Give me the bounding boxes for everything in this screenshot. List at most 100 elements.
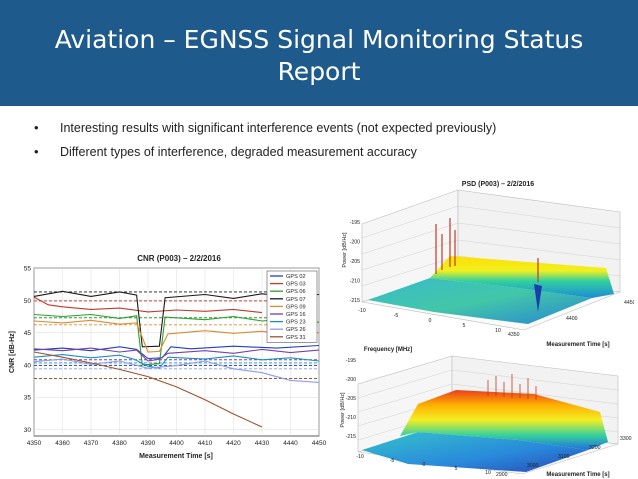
psd-z-tick-label: -210 [350,279,360,285]
psd-bottom-y-axis-label: Measurement Time [s] [546,472,609,478]
cnr-x-tick-label: 4450 [312,440,327,447]
slide-header [0,0,638,106]
psd-x-tick-label: 5 [455,466,458,472]
psd-top-grid-line [457,239,621,261]
psd-z-tick-label: -210 [346,415,356,421]
cnr-series-line [33,344,320,360]
psd-z-tick-label: -195 [350,220,360,226]
cnr-y-tick-label: 35 [24,395,32,402]
psd-y-tick-label: 2900 [496,472,508,478]
psd-x-tick-label: -10 [358,308,366,314]
psd-surface-chart-bottom: Frequency [MHz] -195 -200 -205 -210 -215 -10… [340,347,632,478]
psd-y-tick-label: 3000 [527,463,539,469]
cnr-x-tick-labels: 4350 4360 4370 4380 4390 4400 4410 4420 4430 4440… [27,440,327,447]
psd-bottom-noise-spikes [487,374,537,400]
bullet-item-2: • Different types of interference, degrad… [34,140,496,164]
cnr-series-line [33,354,320,369]
bullet-list: • Interesting results with significant in… [34,116,496,164]
psd-bottom-grid-line [357,369,453,399]
cnr-x-tick-label: 4430 [255,440,270,447]
cnr-x-tick-label: 4400 [169,440,184,447]
psd-top-grid-line [361,222,459,255]
cnr-series-line [33,296,263,314]
cnr-x-tick-label: 4350 [27,440,42,447]
psd-top-z-tick-labels: -195 -200 -205 -210 -215 [350,220,360,304]
cnr-y-axis-label: CNR [dB-Hz] [9,331,16,373]
psd-x-tick-label: 10 [495,328,501,334]
bullet-item-1: • Interesting results with significant in… [34,116,496,140]
cnr-series-line [33,313,320,366]
psd-x-tick-label: 10 [485,470,491,476]
cnr-y-tick-label: 40 [24,362,32,369]
psd-top-grid-line [457,205,621,229]
cnr-legend-label: GPS 06 [286,289,306,295]
psd-y-tick-label: 3300 [620,436,632,442]
psd-x-tick-label: 0 [423,462,426,468]
bullet-text-2: Different types of interference, degrade… [60,145,417,159]
psd-bottom-z-axis-label: Power [dB/Hz] [340,392,346,428]
slide-title-line-1: Aviation – EGNSS Signal Monitoring Statu… [54,25,584,54]
cnr-x-tick-label: 4420 [226,440,241,447]
psd-bottom-y-tick-labels: 2900 3000 3100 3200 3300 [496,436,632,478]
psd-top-interference-spikes [435,218,539,282]
cnr-x-axis-label: Measurement Time [s] [139,453,213,460]
psd-top-y-tick-labels: 4350 4400 4450 [508,300,634,338]
bullet-marker: • [34,144,39,159]
psd-x-tick-label: -10 [356,454,364,460]
psd-bottom-z-tick-labels: -195 -200 -205 -210 -215 [346,358,356,440]
psd-y-tick-label: 4400 [566,316,578,322]
cnr-legend-label: GPS 07 [286,297,306,303]
psd-x-tick-label: 5 [463,323,466,329]
cnr-line-chart: CNR (P003) – 2/2/2016 4350 4360 4370 4380 43… [9,254,327,460]
psd-bottom-x-axis-label: Frequency [MHz] [364,347,412,353]
cnr-y-tick-label: 50 [24,298,32,305]
psd-z-tick-label: -215 [350,298,360,304]
cnr-legend-label: GPS 09 [286,304,306,310]
psd-x-tick-label: 0 [429,318,432,324]
cnr-x-tick-label: 4370 [84,440,99,447]
psd-y-tick-label: 4350 [508,332,520,338]
psd-top-surface-ridge [430,256,614,298]
psd-top-grid-line [457,222,621,245]
cnr-series-line [33,347,320,362]
psd-surface-chart-top: PSD (P003) – 2/2/2016 -195 -200 -205 -210 -2… [342,181,634,348]
cnr-y-tick-labels: 30 35 40 45 50 55 [24,266,32,435]
psd-y-tick-label: 4450 [624,300,634,306]
psd-z-tick-label: -195 [346,358,356,364]
cnr-series-line [33,358,320,383]
psd-bottom-x-tick-labels: -10 -5 0 5 10 [356,454,491,476]
psd-y-tick-label: 3100 [558,454,570,460]
cnr-series-line [33,319,320,353]
psd-z-tick-label: -205 [350,259,360,265]
psd-z-tick-label: -205 [346,396,356,402]
cnr-y-tick-label: 30 [24,427,32,434]
cnr-series-group [33,290,320,428]
cnr-y-tick-label: 45 [24,330,32,337]
cnr-legend-label: GPS 16 [286,312,306,318]
slide-title-line-2: Report [277,57,361,86]
slide-title: Aviation – EGNSS Signal Monitoring Statu… [20,24,618,88]
psd-top-grid-line [361,205,459,239]
psd-top-surface-floor [368,278,592,324]
psd-top-dip [534,284,542,312]
psd-bottom-grid-line [451,383,619,405]
cnr-y-tick-label: 55 [24,266,32,273]
cnr-x-tick-label: 4440 [283,440,298,447]
psd-y-tick-label: 3200 [589,445,601,451]
psd-z-tick-label: -200 [350,240,360,246]
psd-bottom-surface-floor [362,432,588,472]
psd-top-x-tick-labels: -10 -5 0 5 10 [358,308,501,334]
cnr-legend-label: GPS 26 [286,327,306,333]
cnr-x-tick-label: 4390 [141,440,156,447]
cnr-x-tick-label: 4360 [55,440,70,447]
psd-top-z-axis-label: Power [dB/Hz] [342,232,348,268]
psd-z-tick-label: -215 [346,434,356,440]
cnr-series-line [33,290,320,348]
cnr-x-tick-label: 4410 [198,440,213,447]
cnr-legend-label: GPS 02 [286,274,306,280]
psd-z-tick-label: -200 [346,377,356,383]
bullet-text-1: Interesting results with significant int… [60,121,497,135]
psd-x-tick-label: -5 [390,458,395,464]
cnr-legend-label: GPS 23 [286,320,306,326]
